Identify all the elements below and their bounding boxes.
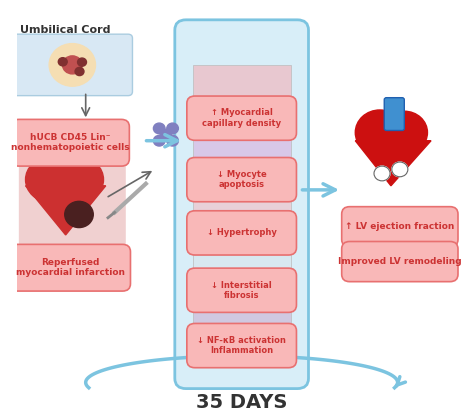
FancyBboxPatch shape	[12, 34, 132, 95]
FancyBboxPatch shape	[187, 158, 296, 202]
FancyBboxPatch shape	[187, 323, 296, 368]
FancyBboxPatch shape	[9, 244, 130, 291]
Text: ↑ Myocardial
capillary density: ↑ Myocardial capillary density	[202, 108, 281, 128]
FancyArrowPatch shape	[302, 184, 335, 196]
Circle shape	[392, 162, 408, 177]
FancyBboxPatch shape	[187, 268, 296, 312]
Polygon shape	[356, 141, 431, 186]
Text: ↑ LV ejection fraction: ↑ LV ejection fraction	[345, 222, 455, 231]
Text: hUCB CD45 Lin⁻
nonhematopoietic cells: hUCB CD45 Lin⁻ nonhematopoietic cells	[11, 133, 129, 152]
Circle shape	[26, 157, 74, 202]
FancyArrowPatch shape	[146, 134, 177, 147]
Circle shape	[160, 129, 172, 140]
Circle shape	[167, 135, 178, 146]
FancyBboxPatch shape	[192, 126, 291, 171]
Circle shape	[55, 157, 103, 202]
FancyBboxPatch shape	[192, 290, 291, 335]
Circle shape	[63, 56, 82, 74]
Circle shape	[154, 123, 165, 134]
Circle shape	[65, 201, 93, 227]
FancyBboxPatch shape	[342, 207, 458, 247]
Circle shape	[381, 111, 428, 154]
FancyBboxPatch shape	[11, 120, 129, 166]
FancyBboxPatch shape	[192, 65, 291, 110]
Circle shape	[356, 110, 404, 155]
Text: Reperfused
myocardial infarction: Reperfused myocardial infarction	[16, 258, 125, 278]
Text: Umbilical Cord: Umbilical Cord	[20, 25, 111, 35]
FancyBboxPatch shape	[187, 211, 296, 255]
FancyBboxPatch shape	[192, 180, 291, 225]
FancyBboxPatch shape	[19, 155, 126, 245]
Text: Improved LV remodeling: Improved LV remodeling	[338, 257, 462, 266]
Circle shape	[154, 135, 165, 146]
Circle shape	[78, 58, 86, 66]
Text: ↓ Hypertrophy: ↓ Hypertrophy	[207, 228, 277, 237]
Circle shape	[167, 123, 178, 134]
FancyBboxPatch shape	[175, 20, 309, 388]
Circle shape	[374, 166, 390, 181]
Text: 35 DAYS: 35 DAYS	[196, 393, 287, 412]
Polygon shape	[26, 186, 106, 235]
FancyBboxPatch shape	[342, 242, 458, 282]
Circle shape	[49, 44, 95, 86]
Text: ↓ Myocyte
apoptosis: ↓ Myocyte apoptosis	[217, 170, 266, 189]
Text: ↓ NF-κB activation
Inflammation: ↓ NF-κB activation Inflammation	[197, 336, 286, 355]
FancyBboxPatch shape	[192, 237, 291, 282]
FancyBboxPatch shape	[384, 98, 404, 130]
FancyBboxPatch shape	[187, 96, 296, 140]
Circle shape	[75, 67, 84, 76]
Text: ↓ Interstitial
fibrosis: ↓ Interstitial fibrosis	[211, 281, 272, 300]
Circle shape	[58, 58, 67, 66]
